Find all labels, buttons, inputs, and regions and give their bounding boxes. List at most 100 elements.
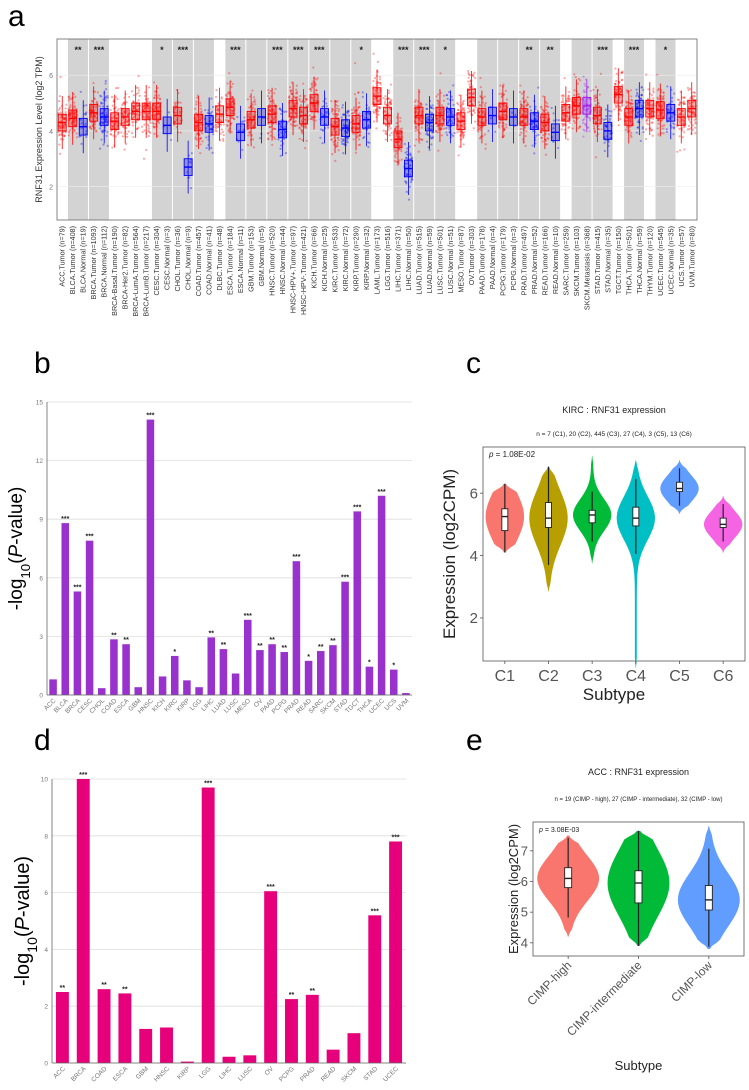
data-point [636,126,639,129]
data-point [346,141,349,144]
data-point [100,102,103,105]
data-point [267,91,271,95]
data-point [126,135,129,139]
group-label: UCEC.Normal (n=35) [666,226,675,295]
data-point [73,110,76,113]
data-point [552,112,555,115]
data-point [390,131,393,135]
group-label: UCEC.Tumor (n=545) [656,226,665,296]
comparison-shade [330,39,351,220]
data-point [58,106,62,110]
data-point [354,151,358,154]
data-point [106,96,109,99]
data-point [608,114,611,118]
data-point [196,96,199,99]
data-point [135,104,138,108]
data-point [394,128,397,131]
bar [76,779,90,1063]
data-point [252,116,256,119]
data-point [114,121,117,124]
bar [285,999,298,1063]
data-point [72,92,75,96]
data-point [479,95,482,98]
data-point [272,127,275,130]
data-point [293,111,296,114]
data-point [300,129,303,132]
significance-label: * [443,45,447,55]
data-point [137,114,140,117]
group-label: OV.Tumor (n=303) [467,226,476,285]
data-point [373,77,377,80]
data-point [290,112,294,115]
data-point [473,111,476,114]
data-point [290,81,294,84]
data-point [294,124,297,128]
data-point [577,92,580,96]
data-point [93,115,96,118]
data-point [231,116,234,119]
group-label: HNSC.Tumor (n=520) [268,226,277,296]
data-point [137,74,140,78]
p-value: = 3.08E-03 [543,827,579,834]
data-point [173,101,177,104]
data-point [68,97,71,100]
data-point [278,107,282,110]
data-point [174,102,177,106]
data-point [484,147,487,150]
significance-label: *** [204,781,212,788]
data-point [499,84,502,87]
data-point [231,100,234,103]
data-point [251,89,254,92]
data-point [472,75,475,78]
data-point [154,113,157,116]
data-point [90,110,94,113]
data-point [309,87,312,90]
data-point [662,94,665,97]
data-point [289,117,292,121]
data-point [442,99,445,102]
data-point [288,96,291,100]
data-point [630,98,633,101]
data-point [173,111,176,115]
data-point [467,73,470,76]
data-point [72,113,76,116]
data-point [73,105,77,109]
data-point [215,125,219,128]
data-point [300,108,303,111]
data-point [374,108,377,111]
data-point [247,120,250,123]
data-point [372,79,375,83]
data-point [63,127,66,130]
data-point [137,126,140,129]
bar [305,994,319,1063]
data-point [115,116,118,120]
data-point [147,115,150,119]
data-point [94,105,98,108]
group-label: CESC.Normal (n=3) [163,226,172,290]
x-tick-label: CIMP-intermediate [564,958,645,1039]
data-point [136,86,140,90]
data-point [388,97,391,101]
significance-label: *** [94,45,105,55]
data-point [321,128,324,132]
data-point [311,118,314,121]
data-point [280,125,283,128]
y-axis-label-part: 10 [24,937,40,953]
data-point [104,118,107,121]
data-point [195,127,199,130]
data-point [547,105,550,109]
data-point [326,126,330,129]
data-point [142,116,145,119]
bar [160,1027,173,1063]
data-point [132,104,135,108]
data-point [681,96,684,99]
data-point [230,95,233,98]
data-point [211,151,214,154]
data-point [584,115,587,119]
data-point [639,139,642,143]
data-point [132,100,135,103]
data-point [89,126,92,130]
data-point [450,95,453,98]
data-point [231,82,234,85]
data-point [352,138,355,141]
